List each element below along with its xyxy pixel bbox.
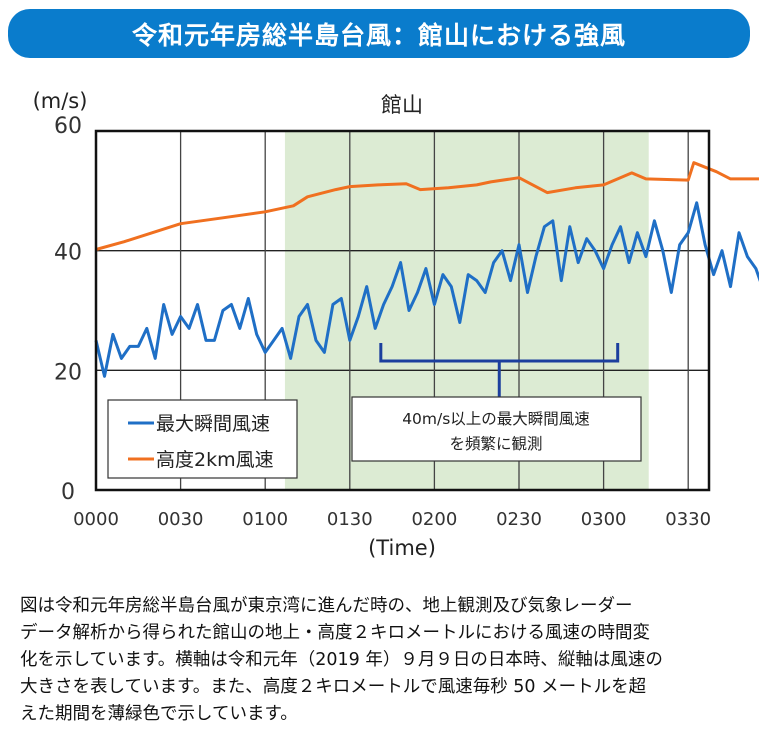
y-tick-label: 20 bbox=[54, 360, 82, 385]
wind-speed-chart: 館山 (m/s) (Time) 0 20 40 60 0000 0030 0100 0130… bbox=[33, 89, 759, 560]
caption-line: 図は令和元年房総半島台風が東京湾に進んだ時の、地上観測及び気象レーダー bbox=[20, 596, 633, 616]
x-tick-label: 0030 bbox=[158, 509, 204, 530]
page-title: 令和元年房総半島台風：館山における強風 bbox=[8, 9, 750, 58]
legend: 最大瞬間風速 高度2km風速 bbox=[107, 399, 298, 479]
caption-line: 化を示しています。横軸は令和元年（2019 年）９月９日の日本時、縦軸は風速の bbox=[20, 650, 663, 670]
caption-line: えた期間を薄緑色で示しています。 bbox=[20, 704, 298, 724]
x-axis-label: (Time) bbox=[368, 536, 436, 560]
x-tick-label: 0230 bbox=[496, 509, 542, 530]
y-axis-label: (m/s) bbox=[33, 89, 88, 113]
caption-line: データ解析から得られた館山の地上・高度２キロメートルにおける風速の時間変 bbox=[20, 623, 650, 643]
legend-label-2km: 高度2km風速 bbox=[156, 449, 274, 471]
annotation-bracket bbox=[379, 343, 620, 397]
x-tick-label: 0100 bbox=[242, 509, 288, 530]
figure-caption: 図は令和元年房総半島台風が東京湾に進んだ時の、地上観測及び気象レーダー データ解… bbox=[20, 593, 750, 728]
legend-label-gust: 最大瞬間風速 bbox=[156, 413, 270, 435]
series-line-2km-wind bbox=[95, 161, 759, 251]
x-tick-label: 0130 bbox=[327, 509, 373, 530]
annotation-line1: 40m/s以上の最大瞬間風速 bbox=[402, 410, 590, 428]
x-tick-label: 0300 bbox=[581, 509, 627, 530]
x-tick-label: 0200 bbox=[411, 509, 457, 530]
plot-frame bbox=[94, 129, 711, 492]
x-tick-label: 0330 bbox=[665, 509, 711, 530]
chart-title: 館山 bbox=[381, 93, 423, 117]
annotation-line2: を頻繁に観測 bbox=[449, 434, 542, 453]
y-tick-label: 0 bbox=[61, 480, 75, 505]
x-tick-label: 0000 bbox=[73, 509, 119, 530]
y-tick-label: 60 bbox=[54, 114, 82, 139]
caption-line: 大きさを表しています。また、高度２キロメートルで風速毎秒 50 メートルを超 bbox=[20, 677, 647, 697]
y-tick-label: 40 bbox=[54, 241, 82, 266]
annotation-box: 40m/s以上の最大瞬間風速 を頻繁に観測 bbox=[351, 396, 642, 462]
series-line-max-gust bbox=[94, 201, 759, 378]
